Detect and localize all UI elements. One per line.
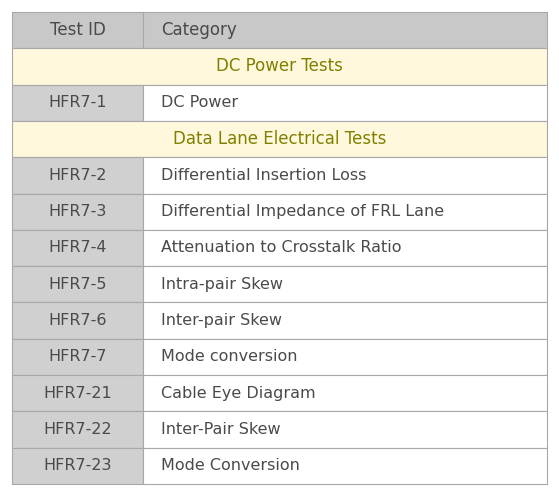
Bar (143, 303, 547, 339)
Text: HFR7-7: HFR7-7 (48, 349, 107, 365)
Text: HFR7-22: HFR7-22 (43, 422, 112, 437)
Bar (143, 12, 547, 48)
Bar (12, 266, 143, 303)
Text: Differential Impedance of FRL Lane: Differential Impedance of FRL Lane (161, 204, 444, 219)
Bar (12, 121, 547, 157)
Bar (12, 48, 547, 85)
Bar (12, 339, 143, 375)
Bar (12, 411, 143, 448)
Bar (143, 193, 547, 230)
Text: Inter-pair Skew: Inter-pair Skew (161, 313, 282, 328)
Bar (12, 230, 143, 266)
Bar (12, 448, 143, 484)
Bar (143, 448, 547, 484)
Text: Test ID: Test ID (50, 21, 106, 39)
Bar (143, 339, 547, 375)
Bar (143, 375, 547, 411)
Text: HFR7-2: HFR7-2 (48, 168, 107, 183)
Text: HFR7-21: HFR7-21 (43, 386, 112, 401)
Text: HFR7-5: HFR7-5 (48, 277, 107, 292)
Bar (12, 193, 143, 230)
Text: Inter-Pair Skew: Inter-Pair Skew (161, 422, 281, 437)
Text: Category: Category (161, 21, 237, 39)
Bar (143, 266, 547, 303)
Bar (12, 12, 143, 48)
Text: Differential Insertion Loss: Differential Insertion Loss (161, 168, 367, 183)
Bar (12, 303, 143, 339)
Text: HFR7-1: HFR7-1 (48, 95, 107, 110)
Bar (12, 157, 143, 193)
Text: Attenuation to Crosstalk Ratio: Attenuation to Crosstalk Ratio (161, 241, 401, 255)
Text: Cable Eye Diagram: Cable Eye Diagram (161, 386, 316, 401)
Text: HFR7-6: HFR7-6 (48, 313, 107, 328)
Text: DC Power: DC Power (161, 95, 238, 110)
Text: Mode conversion: Mode conversion (161, 349, 297, 365)
Bar (143, 157, 547, 193)
Bar (12, 85, 143, 121)
Text: HFR7-4: HFR7-4 (48, 241, 107, 255)
Bar (12, 375, 143, 411)
Text: DC Power Tests: DC Power Tests (216, 58, 343, 75)
Bar (143, 85, 547, 121)
Text: HFR7-3: HFR7-3 (48, 204, 107, 219)
Text: Mode Conversion: Mode Conversion (161, 458, 300, 473)
Text: Data Lane Electrical Tests: Data Lane Electrical Tests (173, 130, 386, 148)
Text: Intra-pair Skew: Intra-pair Skew (161, 277, 283, 292)
Bar (143, 411, 547, 448)
Text: HFR7-23: HFR7-23 (43, 458, 112, 473)
Bar (143, 230, 547, 266)
